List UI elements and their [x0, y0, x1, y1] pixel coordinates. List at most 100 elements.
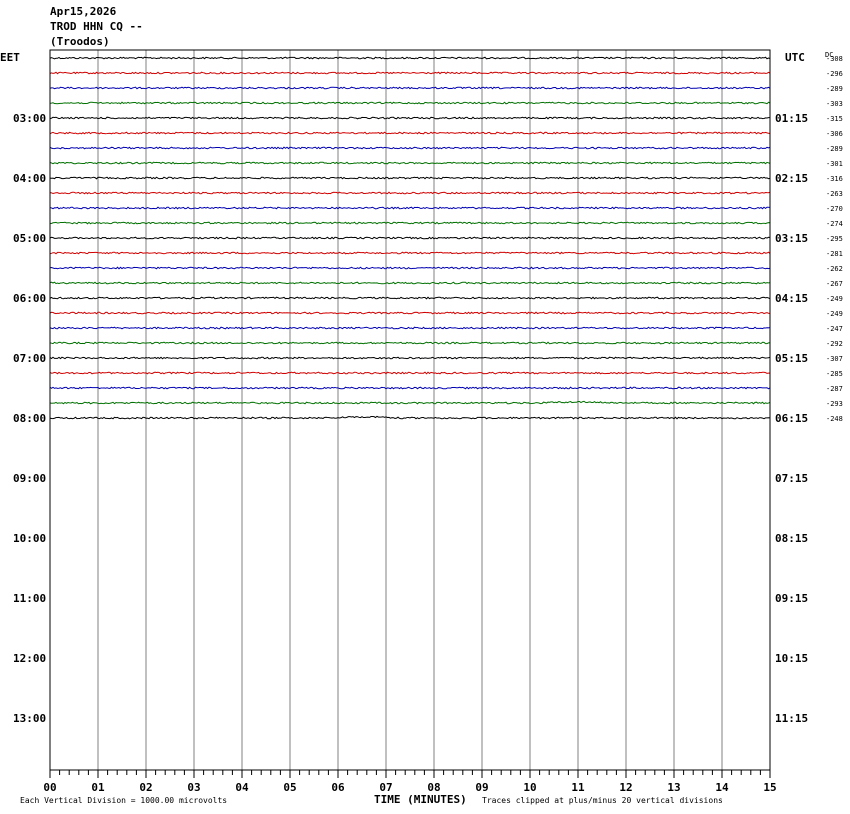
clip-note: Traces clipped at plus/minus 20 vertical…: [482, 796, 723, 805]
x-tick-label: 15: [763, 781, 776, 794]
dc-offset-label: -295: [826, 235, 843, 243]
header-location: (Troodos): [50, 35, 110, 48]
dc-offset-label: -281: [826, 250, 843, 258]
header-station: TROD HHN CQ --: [50, 20, 143, 33]
x-tick-label: 11: [571, 781, 585, 794]
right-hour-label: 01:15: [775, 112, 808, 125]
dc-offset-label: -267: [826, 280, 843, 288]
dc-offset-label: -303: [826, 100, 843, 108]
dc-offset-label: -274: [826, 220, 843, 228]
left-hour-label: 10:00: [13, 532, 46, 545]
x-tick-label: 04: [235, 781, 249, 794]
right-hour-label: 09:15: [775, 592, 808, 605]
trace-line: [49, 296, 771, 300]
header-date: Apr15,2026: [50, 5, 117, 18]
x-tick-label: 01: [91, 781, 105, 794]
trace-line: [49, 131, 771, 135]
trace-line: [49, 221, 771, 225]
trace-line: [49, 176, 771, 180]
left-hour-label: 06:00: [13, 292, 46, 305]
dc-offset-label: -247: [826, 325, 843, 333]
right-hour-label: 06:15: [775, 412, 808, 425]
trace-line: [49, 86, 771, 90]
trace-line: [49, 415, 771, 420]
trace-line: [49, 266, 771, 270]
trace-line: [49, 251, 771, 255]
trace-line: [49, 371, 771, 375]
dc-offset-label: -308: [826, 55, 843, 63]
dc-offset-label: -289: [826, 85, 843, 93]
dc-offset-label: -306: [826, 130, 843, 138]
right-hour-label: 05:15: [775, 352, 808, 365]
left-hour-label: 07:00: [13, 352, 46, 365]
right-axis-title: UTC: [785, 51, 805, 64]
x-tick-label: 10: [523, 781, 536, 794]
dc-offset-label: -301: [826, 160, 843, 168]
x-axis-label: TIME (MINUTES): [374, 793, 467, 806]
dc-offset-label: -248: [826, 415, 843, 423]
dc-offset-label: -293: [826, 400, 843, 408]
x-tick-label: 06: [331, 781, 345, 794]
x-tick-label: 08: [427, 781, 440, 794]
x-tick-label: 05: [283, 781, 296, 794]
trace-line: [49, 311, 771, 315]
left-axis-title: EET: [0, 51, 20, 64]
trace-line: [49, 146, 771, 150]
trace-line: [49, 116, 771, 120]
trace-line: [49, 400, 771, 405]
right-hour-label: 11:15: [775, 712, 808, 725]
seismic-traces: [49, 56, 771, 420]
x-tick-label: 02: [139, 781, 152, 794]
x-tick-label: 12: [619, 781, 632, 794]
trace-line: [49, 341, 771, 345]
left-hour-label: 12:00: [13, 652, 46, 665]
dc-label: DC: [825, 51, 833, 59]
right-hour-label: 07:15: [775, 472, 808, 485]
x-tick-label: 09: [475, 781, 488, 794]
trace-line: [49, 386, 771, 390]
right-hour-label: 02:15: [775, 172, 808, 185]
dc-offset-label: -316: [826, 175, 843, 183]
trace-line: [49, 56, 771, 60]
left-hour-label: 08:00: [13, 412, 46, 425]
dc-offset-label: -249: [826, 295, 843, 303]
dc-offset-label: -307: [826, 355, 843, 363]
x-tick-label: 03: [187, 781, 200, 794]
dc-offset-label: -270: [826, 205, 843, 213]
dc-offset-label: -285: [826, 370, 843, 378]
dc-offset-label: -263: [826, 190, 843, 198]
left-hour-label: 11:00: [13, 592, 46, 605]
right-hour-label: 10:15: [775, 652, 808, 665]
dc-offset-label: -315: [826, 115, 843, 123]
right-hour-label: 04:15: [775, 292, 808, 305]
left-hour-label: 09:00: [13, 472, 46, 485]
trace-line: [49, 236, 771, 240]
dc-offset-label: -287: [826, 385, 843, 393]
right-hour-label: 03:15: [775, 232, 808, 245]
dc-offset-label: -296: [826, 70, 843, 78]
trace-line: [49, 281, 771, 285]
axis-labels: 00 01 02 03 04 05 06 07 08 09 10 11 12 13 14 15 EET UTC DC…: [0, 51, 843, 794]
x-tick-label: 14: [715, 781, 729, 794]
dc-offset-label: -292: [826, 340, 843, 348]
trace-line: [49, 206, 771, 210]
dc-offset-label: -249: [826, 310, 843, 318]
plot-frame: [49, 49, 771, 771]
x-tick-label: 00: [43, 781, 56, 794]
left-hour-label: 05:00: [13, 232, 46, 245]
left-hour-label: 04:00: [13, 172, 46, 185]
left-hour-label: 13:00: [13, 712, 46, 725]
right-hour-label: 08:15: [775, 532, 808, 545]
x-tick-label: 07: [379, 781, 392, 794]
dc-offset-label: -262: [826, 265, 843, 273]
minute-gridlines: [49, 50, 771, 778]
trace-line: [49, 101, 771, 105]
scale-note: Each Vertical Division = 1000.00 microvo…: [20, 796, 228, 805]
trace-line: [49, 161, 771, 165]
trace-line: [49, 356, 771, 360]
trace-line: [49, 71, 771, 75]
trace-line: [49, 326, 771, 330]
x-tick-label: 13: [667, 781, 680, 794]
left-hour-label: 03:00: [13, 112, 46, 125]
